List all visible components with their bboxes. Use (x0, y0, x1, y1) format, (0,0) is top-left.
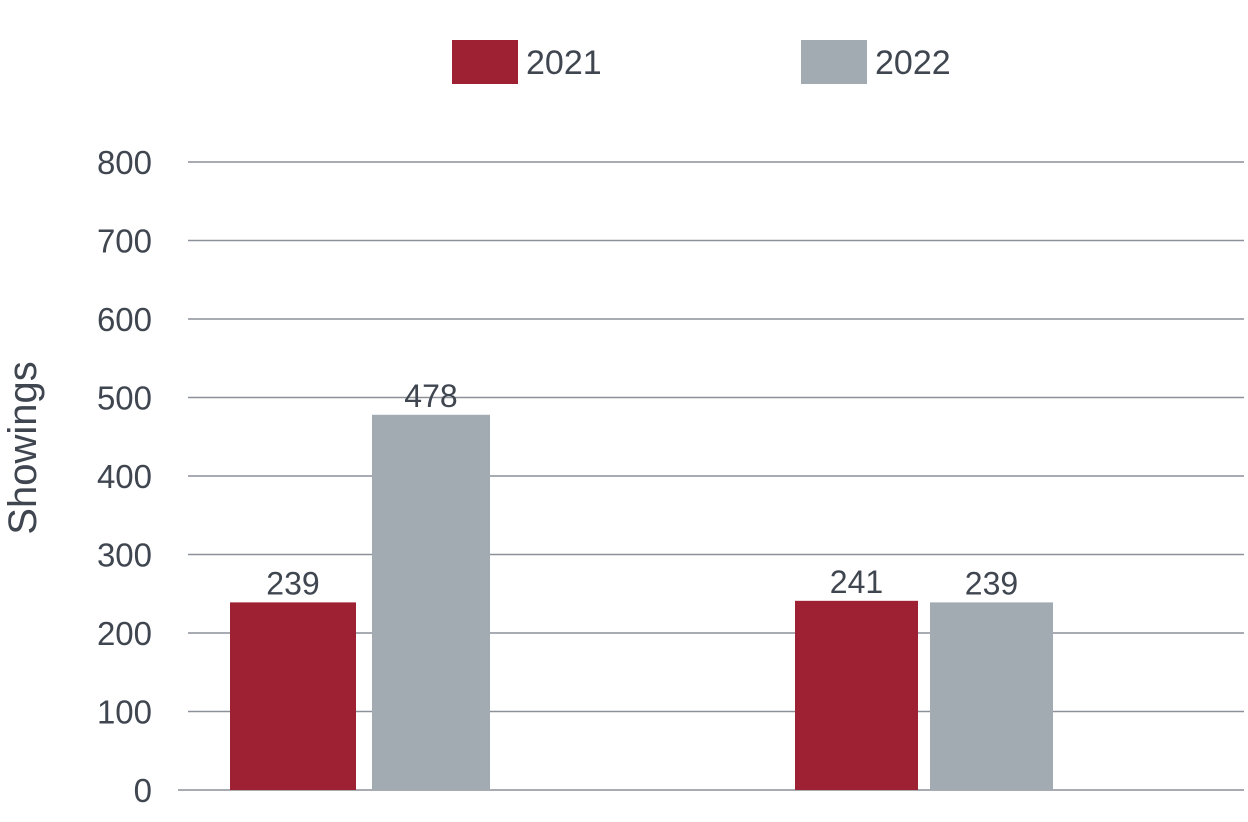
legend: 2021 2022 (452, 40, 951, 84)
y-tick-label-500: 500 (97, 380, 152, 417)
data-label-2022-group-1: 478 (404, 378, 457, 414)
y-tick-label-400: 400 (97, 458, 152, 495)
bars (230, 414, 1053, 790)
y-tick-label-600: 600 (97, 301, 152, 338)
data-label-2021-group-2: 241 (830, 564, 883, 600)
y-tick-label-700: 700 (97, 223, 152, 260)
bar-2022-group-1 (372, 414, 490, 790)
y-tick-label-800: 800 (97, 144, 152, 181)
data-label-2021-group-1: 239 (266, 565, 319, 601)
bar-2021-group-1 (230, 602, 356, 790)
bar-2022-group-2 (930, 602, 1053, 790)
y-axis-ticks: 0 100 200 300 400 500 600 700 800 (97, 144, 152, 809)
y-tick-label-200: 200 (97, 615, 152, 652)
legend-swatch-2022 (801, 40, 867, 84)
y-tick-label-0: 0 (134, 772, 152, 809)
data-labels: 239 478 241 239 (266, 378, 1018, 602)
data-label-2022-group-2: 239 (965, 565, 1018, 601)
legend-label-2021: 2021 (526, 44, 602, 82)
y-tick-label-100: 100 (97, 694, 152, 731)
gridlines (178, 161, 1244, 791)
y-axis-title: Showings (1, 361, 45, 534)
legend-label-2022: 2022 (875, 44, 951, 82)
y-tick-label-300: 300 (97, 537, 152, 574)
legend-swatch-2021 (452, 40, 518, 84)
bar-2021-group-2 (795, 600, 918, 790)
